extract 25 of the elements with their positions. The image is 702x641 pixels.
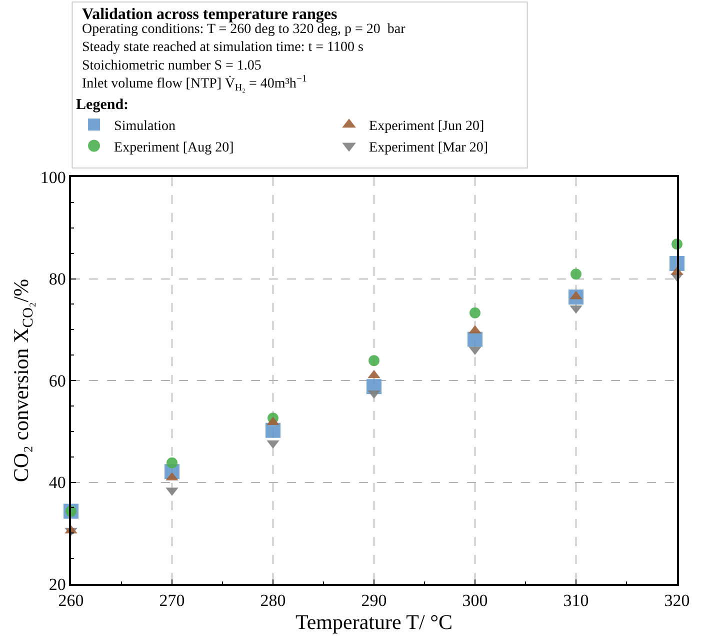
point: [470, 307, 480, 318]
y-tick-label: 20: [48, 574, 66, 594]
x-tick-label: 270: [159, 591, 185, 610]
point: [266, 422, 280, 438]
point: [166, 457, 178, 468]
chart-title: Validation across temperature ranges: [82, 6, 338, 23]
x-tick-label: 310: [563, 591, 589, 610]
x-tick-label: 280: [260, 591, 286, 610]
point: [368, 355, 380, 366]
x-tick-label: 320: [664, 591, 690, 610]
y-tick-label: 100: [40, 168, 66, 187]
legend-title: Legend:: [76, 96, 129, 113]
y-tick-label: 40: [48, 473, 66, 492]
legend-label: Experiment [Jun 20]: [369, 119, 484, 134]
x-tick-label: 260: [58, 591, 84, 610]
x-tick-label: 290: [361, 591, 387, 610]
legend-label: Experiment [Mar 20]: [369, 140, 488, 156]
legend-label: Experiment [Aug 20]: [114, 140, 234, 156]
point: [570, 268, 582, 280]
x-axis-title: Temperature T/ °C: [296, 610, 452, 634]
y-tick-label: 60: [48, 371, 66, 390]
x-tick-label: 300: [462, 591, 488, 610]
chart-subtitle: Operating conditions: T = 260 deg to 320 deg, p = 20 bar Steady state reached at simulation time: t = 1100 s Stoichiometric number S = 1.05 Inlet volume flow [NTP] V̇$_{H₂}$ = 40m³h$^{−1}$: [82, 22, 406, 94]
legend-label: Simulation: [114, 119, 176, 134]
y-tick-label: 80: [48, 270, 66, 289]
